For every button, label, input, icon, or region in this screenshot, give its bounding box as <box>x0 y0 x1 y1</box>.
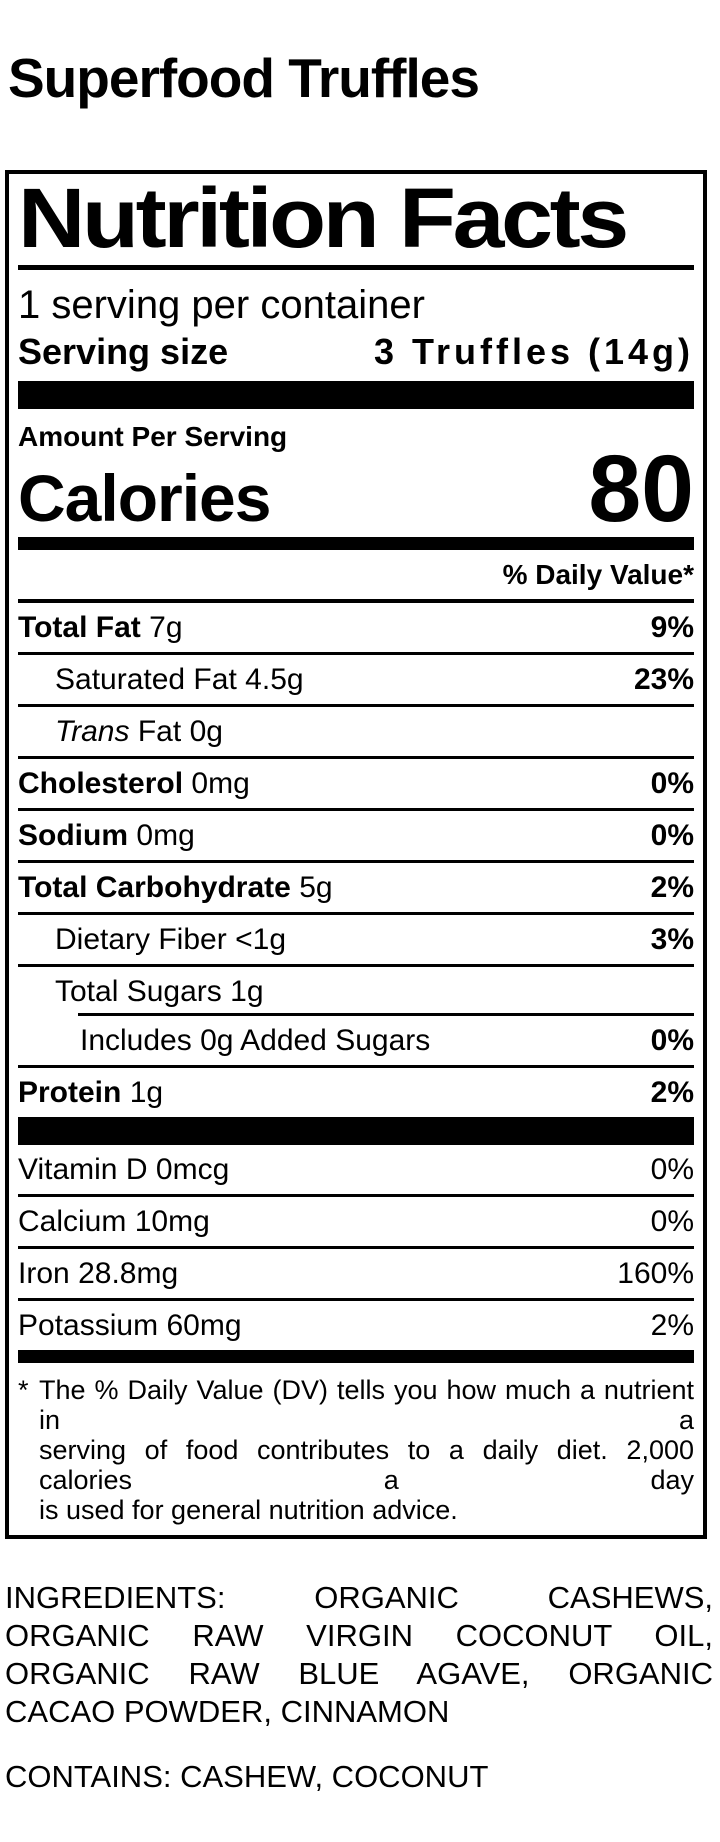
footnote-line: The % Daily Value (DV) tells you how muc… <box>39 1375 694 1436</box>
daily-value-footnote: * The % Daily Value (DV) tells you how m… <box>18 1363 694 1535</box>
vitamin-row-vitamin-d: Vitamin D 0mcg 0% <box>18 1145 694 1198</box>
nutrient-row-total-carbohydrate: Total Carbohydrate 5g 2% <box>18 863 694 916</box>
nutrient-row-cholesterol: Cholesterol 0mg 0% <box>18 759 694 812</box>
vitamin-dv: 0% <box>650 1205 694 1239</box>
calories-value: 80 <box>588 435 694 542</box>
calories-label: Calories <box>18 460 271 535</box>
footnote-asterisk: * <box>18 1375 29 1406</box>
nutrient-name-amount: Trans Fat 0g <box>55 715 223 749</box>
allergen-contains-statement: CONTAINS: CASHEW, COCONUT <box>5 1759 489 1795</box>
nutrient-row-trans-fat: Trans Fat 0g <box>18 707 694 760</box>
nutrient-name-amount: Total Fat 7g <box>18 611 183 645</box>
ingredients-line: INGREDIENTS: ORGANIC CASHEWS, <box>5 1580 713 1616</box>
ingredients-line: CACAO POWDER, CINNAMON <box>5 1694 450 1730</box>
nutrient-name-amount: Protein 1g <box>18 1076 164 1110</box>
vitamin-dv: 160% <box>617 1257 694 1291</box>
footnote-text: The % Daily Value (DV) tells you how muc… <box>39 1375 694 1525</box>
nutrient-dv: 2% <box>650 871 694 905</box>
vitamin-dv: 2% <box>650 1309 694 1343</box>
nutrient-name-amount: Total Carbohydrate 5g <box>18 871 333 905</box>
nutrient-dv: 9% <box>650 611 694 645</box>
nutrient-row-added-sugars: Includes 0g Added Sugars 0% <box>18 1013 694 1069</box>
ingredients-line: ORGANIC RAW BLUE AGAVE, ORGANIC <box>5 1656 713 1692</box>
nutrient-dv: 0% <box>650 767 694 801</box>
nutrient-row-dietary-fiber: Dietary Fiber <1g 3% <box>18 915 694 968</box>
thick-divider-top <box>18 381 694 410</box>
vitamin-name-amount: Potassium 60mg <box>18 1309 242 1343</box>
nutrient-row-total-fat: Total Fat 7g 9% <box>18 603 694 656</box>
nutrient-row-protein: Protein 1g 2% <box>18 1068 694 1117</box>
serving-size-label: Serving size <box>18 330 229 372</box>
nutrient-name-amount: Total Sugars 1g <box>55 975 264 1009</box>
vitamin-name-amount: Iron 28.8mg <box>18 1257 179 1291</box>
vitamin-row-iron: Iron 28.8mg 160% <box>18 1249 694 1302</box>
nutrient-row-saturated-fat: Saturated Fat 4.5g 23% <box>18 655 694 708</box>
nutrition-facts-panel: Nutrition Facts 1 serving per container … <box>5 169 707 1540</box>
serving-size-row: Serving size 3 Truffles (14g) <box>18 331 694 372</box>
vitamin-row-potassium: Potassium 60mg 2% <box>18 1301 694 1350</box>
vitamin-name-amount: Vitamin D 0mcg <box>18 1153 230 1187</box>
nutrient-dv: 3% <box>650 923 694 957</box>
nutrient-name-amount: Cholesterol 0mg <box>18 767 250 801</box>
nutrient-dv: 0% <box>650 819 694 853</box>
title-divider <box>18 264 694 270</box>
footnote-divider <box>18 1350 694 1364</box>
serving-size-value: 3 Truffles (14g) <box>373 330 694 372</box>
nutrition-facts-title: Nutrition Facts <box>18 170 629 265</box>
servings-per-container: 1 serving per container <box>18 282 425 327</box>
nutrient-name-amount: Dietary Fiber <1g <box>55 923 286 957</box>
product-title: Superfood Truffles <box>8 47 480 109</box>
calories-row: Calories 80 <box>18 435 694 542</box>
vitamin-dv: 0% <box>650 1153 694 1187</box>
vitamin-row-calcium: Calcium 10mg 0% <box>18 1197 694 1250</box>
nutrient-dv: 2% <box>650 1076 694 1110</box>
ingredients-statement: INGREDIENTS: ORGANIC CASHEWS, ORGANIC RA… <box>5 1579 713 1731</box>
thick-divider-bottom <box>18 1117 694 1146</box>
ingredients-line: ORGANIC RAW VIRGIN COCONUT OIL, <box>5 1618 713 1654</box>
nutrient-name-amount: Sodium 0mg <box>18 819 195 853</box>
nutrient-name-amount: Saturated Fat 4.5g <box>55 663 304 697</box>
vitamin-name-amount: Calcium 10mg <box>18 1205 210 1239</box>
nutrient-row-sodium: Sodium 0mg 0% <box>18 811 694 864</box>
nutrient-row-total-sugars: Total Sugars 1g <box>18 967 694 1016</box>
nutrient-dv: 23% <box>633 663 694 697</box>
nutrient-name-amount: Includes 0g Added Sugars <box>80 1024 431 1058</box>
footnote-line: serving of food contributes to a daily d… <box>39 1435 694 1496</box>
daily-value-header: % Daily Value* <box>18 550 694 604</box>
amount-per-serving-label: Amount Per Serving <box>18 421 288 453</box>
nutrient-dv: 0% <box>650 1024 694 1058</box>
footnote-line: is used for general nutrition advice. <box>39 1495 458 1526</box>
calories-divider <box>18 537 694 551</box>
